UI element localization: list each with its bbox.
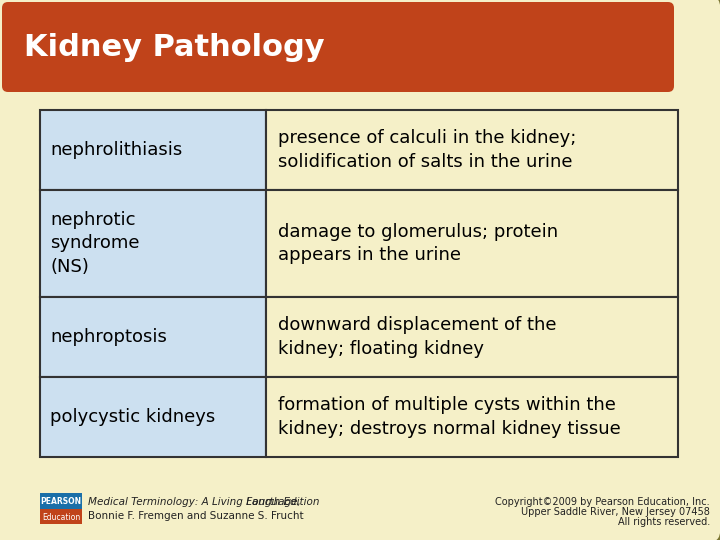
Text: Upper Saddle River, New Jersey 07458: Upper Saddle River, New Jersey 07458: [521, 507, 710, 517]
Bar: [40, 110, 266, 190]
Text: polycystic kidneys: polycystic kidneys: [50, 408, 215, 426]
Bar: [40, 190, 266, 297]
Text: formation of multiple cysts within the
kidney; destroys normal kidney tissue: formation of multiple cysts within the k…: [279, 396, 621, 438]
Text: PEARSON: PEARSON: [40, 496, 81, 505]
Bar: [40, 297, 266, 377]
Text: Copyright©2009 by Pearson Education, Inc.: Copyright©2009 by Pearson Education, Inc…: [495, 497, 710, 507]
Text: Medical Terminology: A Living Language,: Medical Terminology: A Living Language,: [88, 497, 301, 507]
Text: Education: Education: [42, 512, 80, 522]
Text: nephrotic
syndrome
(NS): nephrotic syndrome (NS): [50, 211, 140, 276]
Bar: [40, 509, 82, 524]
Bar: [266, 190, 678, 297]
Text: nephroptosis: nephroptosis: [50, 328, 167, 346]
Text: presence of calculi in the kidney;
solidification of salts in the urine: presence of calculi in the kidney; solid…: [279, 129, 577, 171]
Text: All rights reserved.: All rights reserved.: [618, 517, 710, 527]
FancyBboxPatch shape: [2, 2, 674, 92]
Bar: [266, 377, 678, 457]
Text: nephrolithiasis: nephrolithiasis: [50, 141, 182, 159]
Bar: [40, 377, 266, 457]
Bar: [266, 110, 678, 190]
Bar: [40, 493, 82, 509]
Text: downward displacement of the
kidney; floating kidney: downward displacement of the kidney; flo…: [279, 316, 557, 358]
Text: Fourth Edition: Fourth Edition: [243, 497, 320, 507]
Text: Bonnie F. Fremgen and Suzanne S. Frucht: Bonnie F. Fremgen and Suzanne S. Frucht: [88, 511, 304, 521]
Bar: [266, 297, 678, 377]
Text: damage to glomerulus; protein
appears in the urine: damage to glomerulus; protein appears in…: [279, 222, 559, 264]
Text: Kidney Pathology: Kidney Pathology: [24, 32, 325, 62]
